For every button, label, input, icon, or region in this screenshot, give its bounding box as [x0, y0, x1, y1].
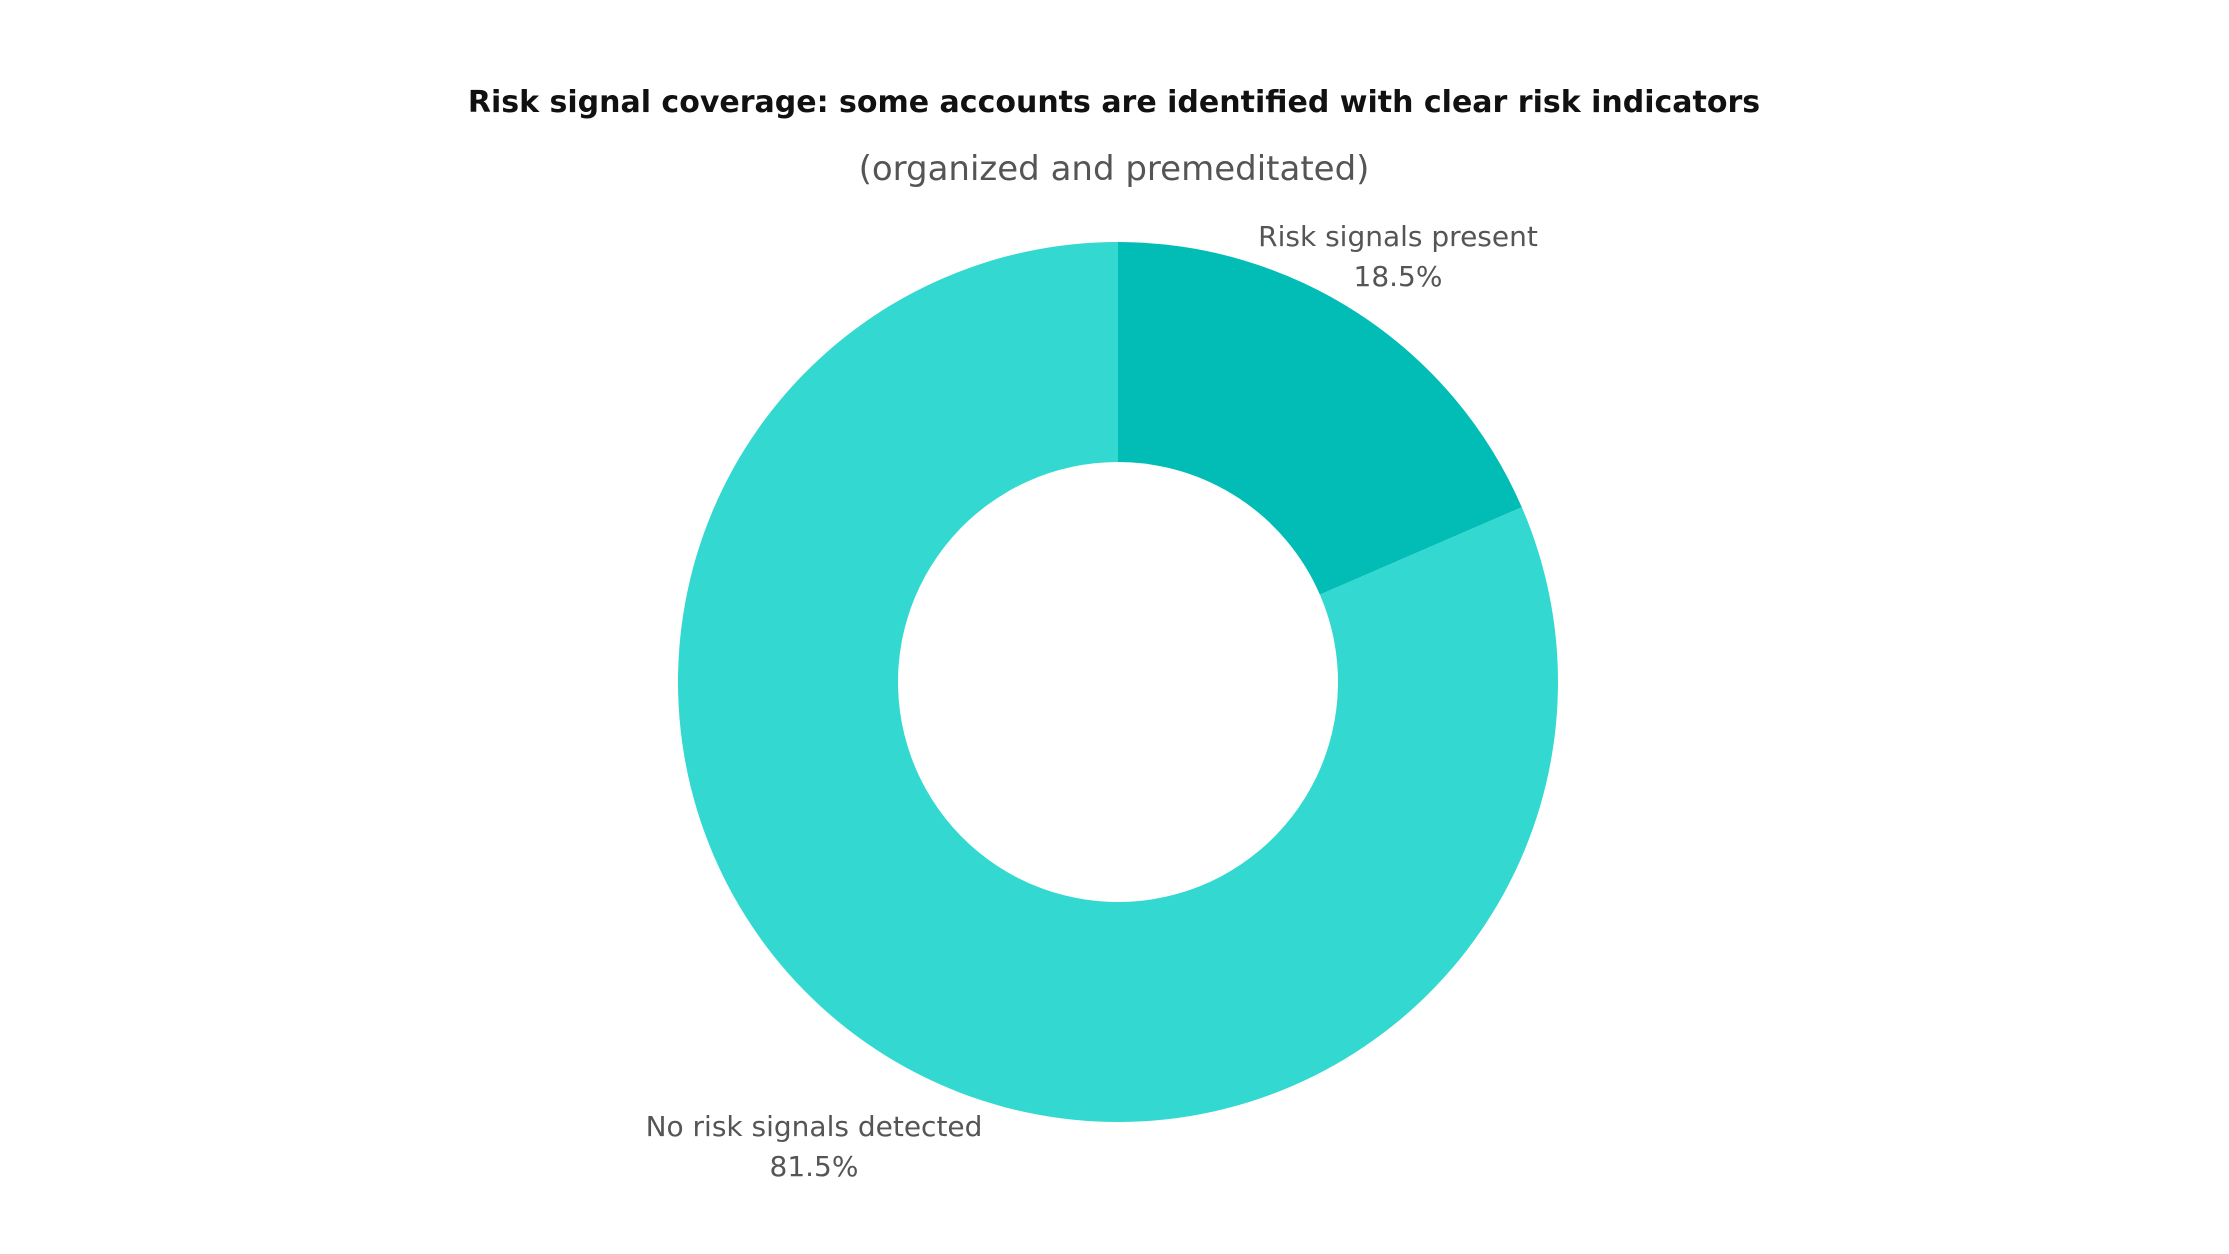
slices-group	[678, 242, 1558, 1122]
slice-value-no-risk-signals-detected: 81.5%	[770, 1150, 859, 1183]
slice-value-risk-signals-present: 18.5%	[1354, 260, 1443, 293]
chart-title: Risk signal coverage: some accounts are …	[468, 85, 1760, 120]
chart-subtitle: (organized and premeditated)	[859, 149, 1370, 189]
slice-label-no-risk-signals-detected: No risk signals detected	[646, 1110, 983, 1143]
slice-label-risk-signals-present: Risk signals present	[1258, 220, 1538, 253]
slice-labels-group: Risk signals present 18.5% No risk signals…	[646, 220, 1538, 1183]
slice-no-risk-signals-detected	[678, 242, 1558, 1122]
slice-risk-signals-present	[1118, 242, 1522, 595]
